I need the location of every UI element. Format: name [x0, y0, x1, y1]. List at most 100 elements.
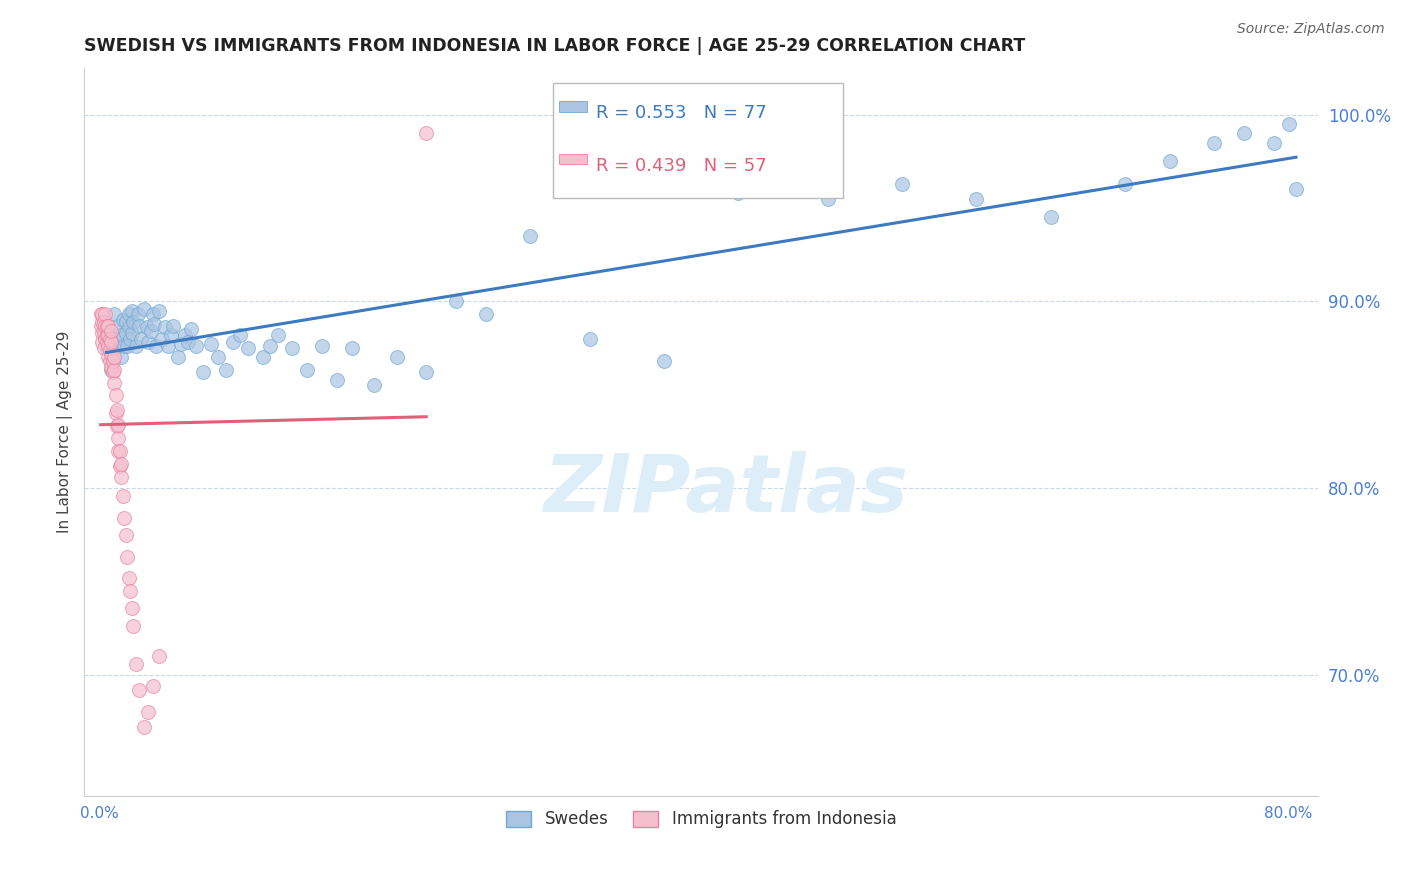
Point — [105, 402, 128, 417]
Point — [94, 318, 117, 333]
Point — [142, 679, 165, 693]
Point — [91, 315, 114, 329]
Text: R = 0.553   N = 77: R = 0.553 N = 77 — [596, 104, 768, 122]
Point — [115, 527, 138, 541]
Point — [136, 335, 159, 350]
Point — [96, 335, 118, 350]
Point — [311, 339, 333, 353]
Text: R = 0.439   N = 57: R = 0.439 N = 57 — [596, 157, 768, 175]
Point — [229, 327, 252, 342]
Point — [326, 373, 349, 387]
Point — [142, 307, 165, 321]
Point — [127, 307, 149, 321]
Y-axis label: In Labor Force | Age 25-29: In Labor Force | Age 25-29 — [58, 331, 73, 533]
Point — [93, 341, 115, 355]
Point — [105, 318, 128, 333]
Point — [93, 326, 115, 340]
Point — [118, 571, 141, 585]
Point — [103, 376, 125, 391]
FancyBboxPatch shape — [560, 101, 586, 112]
Point — [110, 457, 132, 471]
Point — [111, 488, 134, 502]
Point — [415, 365, 437, 379]
Point — [727, 186, 749, 200]
Point — [107, 443, 129, 458]
Point — [1285, 182, 1308, 196]
Point — [98, 332, 121, 346]
Point — [111, 313, 134, 327]
Point — [159, 327, 181, 342]
Point — [98, 343, 121, 357]
Point — [444, 294, 467, 309]
Point — [128, 318, 150, 333]
Point — [100, 346, 122, 360]
Point — [96, 318, 118, 333]
Point — [128, 682, 150, 697]
Point — [97, 339, 120, 353]
Point — [1204, 136, 1226, 150]
Point — [193, 365, 215, 379]
FancyBboxPatch shape — [553, 83, 844, 198]
Text: SWEDISH VS IMMIGRANTS FROM INDONESIA IN LABOR FORCE | AGE 25-29 CORRELATION CHAR: SWEDISH VS IMMIGRANTS FROM INDONESIA IN … — [84, 37, 1025, 55]
Point — [340, 341, 363, 355]
Point — [177, 335, 200, 350]
Point — [1159, 154, 1181, 169]
Point — [415, 126, 437, 140]
Point — [148, 648, 170, 663]
Point — [207, 351, 229, 365]
Point — [148, 303, 170, 318]
Point — [110, 470, 132, 484]
Point — [135, 320, 157, 334]
Point — [150, 332, 173, 346]
Point — [103, 307, 125, 321]
Point — [100, 363, 122, 377]
Point — [121, 326, 143, 340]
Point — [117, 339, 139, 353]
FancyBboxPatch shape — [560, 153, 586, 164]
Point — [519, 229, 541, 244]
Point — [129, 332, 152, 346]
Point — [105, 419, 128, 434]
Point — [108, 458, 131, 473]
Point — [96, 327, 118, 342]
Point — [363, 378, 385, 392]
Point — [107, 431, 129, 445]
Point — [1039, 211, 1062, 225]
Point — [125, 657, 148, 671]
Point — [107, 417, 129, 432]
Point — [110, 327, 132, 342]
Point — [281, 341, 304, 355]
Point — [118, 307, 141, 321]
Text: Source: ZipAtlas.com: Source: ZipAtlas.com — [1237, 22, 1385, 37]
Point — [114, 511, 136, 525]
Point — [180, 322, 202, 336]
Point — [1233, 126, 1256, 140]
Point — [91, 326, 114, 340]
Point — [104, 387, 127, 401]
Point — [385, 351, 408, 365]
Point — [297, 363, 319, 377]
Point — [143, 317, 166, 331]
Point — [122, 619, 145, 633]
Point — [236, 341, 259, 355]
Point — [891, 177, 914, 191]
Point — [108, 443, 131, 458]
Point — [200, 337, 222, 351]
Point — [1277, 117, 1299, 131]
Point — [104, 406, 127, 420]
Point — [101, 354, 124, 368]
Point — [120, 332, 142, 346]
Point — [1114, 177, 1136, 191]
Point — [132, 301, 155, 316]
Point — [114, 339, 136, 353]
Point — [96, 341, 118, 355]
Point — [103, 363, 125, 377]
Point — [132, 720, 155, 734]
Point — [222, 335, 245, 350]
Point — [145, 339, 167, 353]
Point — [110, 351, 132, 365]
Point — [214, 363, 236, 377]
Point — [259, 339, 281, 353]
Point — [100, 359, 122, 374]
Point — [474, 307, 496, 321]
